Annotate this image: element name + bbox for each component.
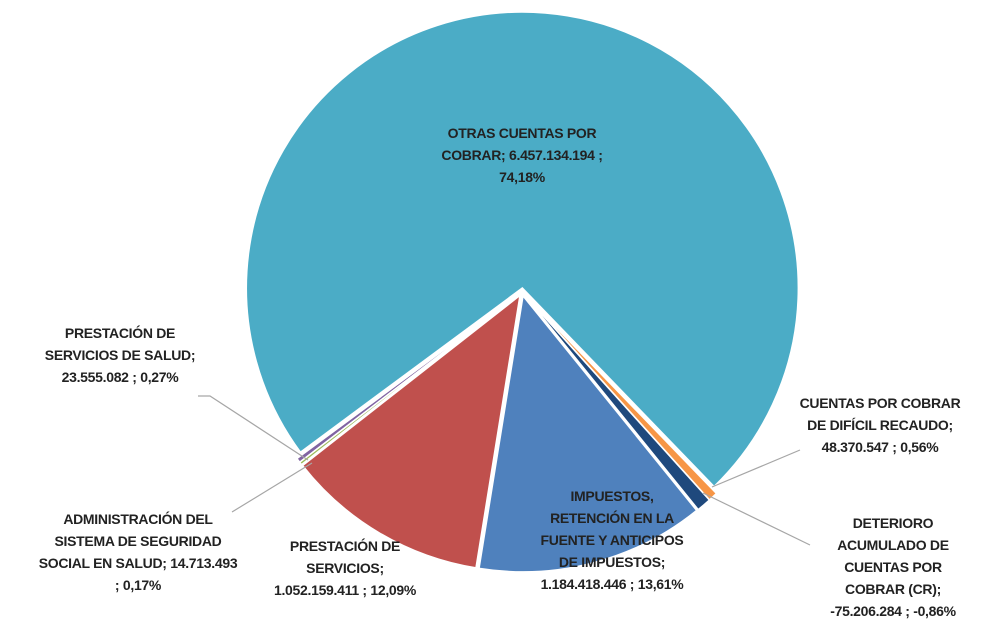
value-label: 48.370.547 ; 0,56%: [821, 439, 939, 455]
category-label: OTRAS CUENTAS POR COBRAR;: [441, 125, 597, 163]
value-label: -75.206.284 ; -0,86%: [830, 603, 956, 619]
slice-label: CUENTAS POR COBRAR DE DIFÍCIL RECAUDO; 4…: [795, 392, 965, 458]
category-label: DETERIORO ACUMULADO DE CUENTAS POR COBRA…: [837, 515, 949, 597]
category-label: PRESTACIÓN DE SERVICIOS;: [289, 538, 401, 576]
slice-label: DETERIORO ACUMULADO DE CUENTAS POR COBRA…: [818, 512, 968, 622]
slice-label: IMPUESTOS, RETENCIÓN EN LA FUENTE Y ANTI…: [532, 485, 692, 595]
category-label: CUENTAS POR COBRAR DE DIFÍCIL RECAUDO;: [799, 395, 961, 433]
value-label: 14.713.493 ; 0,17%: [114, 555, 238, 593]
slice-label: PRESTACIÓN DE SERVICIOS; 1.052.159.411 ;…: [270, 535, 420, 601]
leader-line: [231, 462, 313, 513]
leader-line: [711, 449, 801, 488]
leader-line: [702, 492, 811, 546]
pie-slice: [301, 293, 522, 569]
leader-line: [198, 395, 309, 461]
pie-slice: [478, 294, 698, 573]
pie-slice: [524, 294, 718, 501]
slice-label: ADMINISTRACIÓN DEL SISTEMA DE SEGURIDAD …: [38, 508, 238, 596]
slice-label: PRESTACIÓN DE SERVICIOS DE SALUD; 23.555…: [33, 322, 208, 388]
value-label: 6.457.134.194 ; 74,18%: [499, 147, 603, 185]
value-label: 23.555.082 ; 0,27%: [61, 369, 179, 385]
pie-slice: [298, 293, 520, 466]
value-label: 1.052.159.411 ; 12,09%: [273, 582, 417, 598]
slice-label: OTRAS CUENTAS POR COBRAR; 6.457.134.194 …: [422, 122, 622, 188]
category-label: IMPUESTOS, RETENCIÓN EN LA FUENTE Y ANTI…: [540, 488, 684, 570]
pie-slice: [245, 11, 800, 488]
category-label: ADMINISTRACIÓN DEL SISTEMA DE SEGURIDAD …: [38, 511, 222, 571]
value-label: 1.184.418.446 ; 13,61%: [540, 576, 684, 592]
category-label: PRESTACIÓN DE SERVICIOS DE SALUD;: [44, 325, 196, 363]
